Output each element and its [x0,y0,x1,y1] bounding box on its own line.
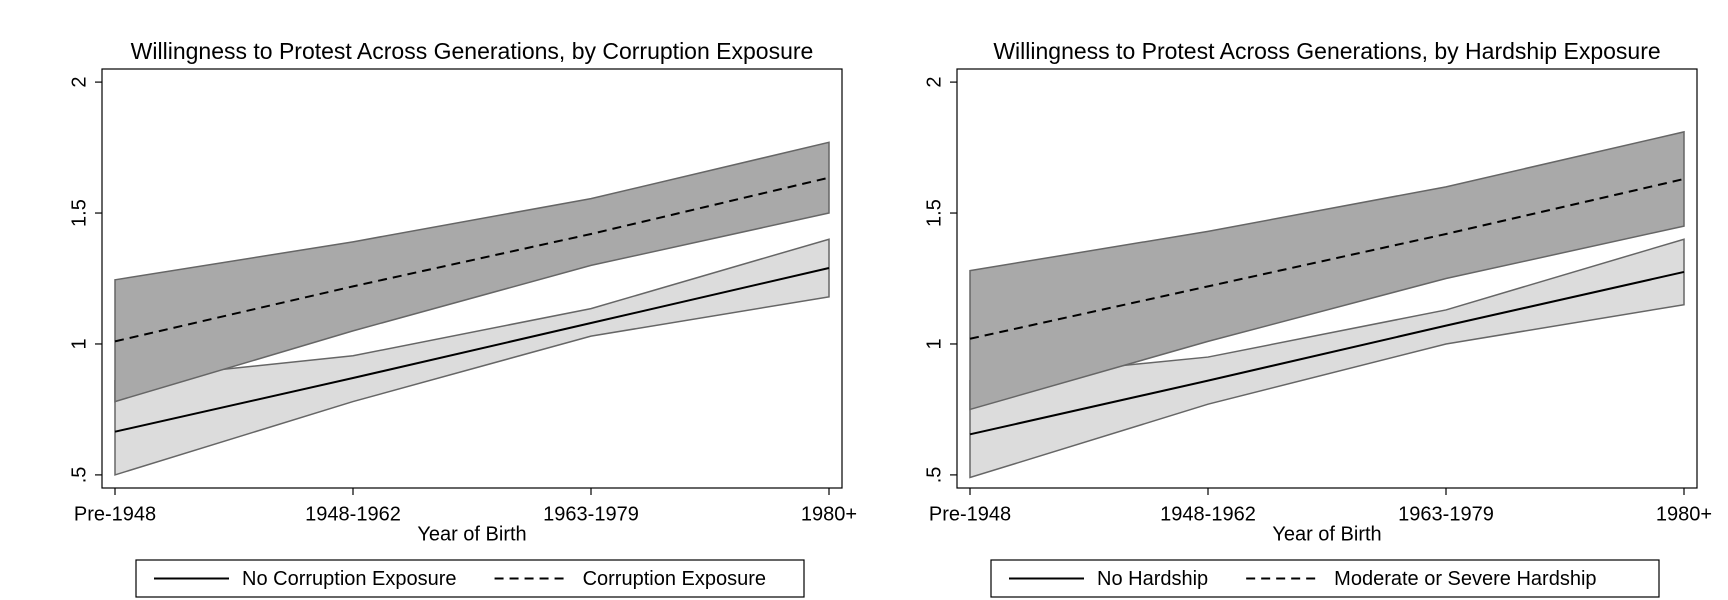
y-tick-label: .5 [68,467,90,484]
legend-label: No Hardship [1097,568,1208,590]
series-line [969,270,1685,436]
series-line [114,176,830,343]
plot-frame [956,68,1698,489]
chart-title: Willingness to Protest Across Generation… [993,38,1660,64]
x-tick-label: 1948-1962 [1160,503,1256,525]
x-tick-label: 1948-1962 [305,503,401,525]
ci-band [969,238,1685,479]
legend-label: Moderate or Severe Hardship [1334,568,1596,590]
x-tick-label: 1980+ [801,503,857,525]
x-tick-label: 1963-1979 [1398,503,1494,525]
plot-frame [101,68,843,489]
ci-band [969,130,1685,411]
x-tick-label: Pre-1948 [929,503,1011,525]
ci-band [114,141,830,403]
x-tick-label: Pre-1948 [74,503,156,525]
chart-title: Willingness to Protest Across Generation… [131,38,814,64]
y-tick-label: 1 [923,338,945,349]
y-tick-label: .5 [923,467,945,484]
y-tick-label: 1 [68,338,90,349]
ci-band [114,238,830,476]
y-tick-label: 1.5 [923,199,945,227]
legend-label: No Corruption Exposure [242,568,457,590]
y-tick-label: 2 [68,77,90,88]
legend-label: Corruption Exposure [583,568,766,590]
series-line [969,178,1685,340]
x-tick-label: 1963-1979 [543,503,639,525]
y-tick-label: 2 [923,77,945,88]
legend-box [135,559,805,598]
x-tick-label: 1980+ [1656,503,1712,525]
x-axis-label: Year of Birth [1272,523,1381,545]
y-tick-label: 1.5 [68,199,90,227]
x-axis-label: Year of Birth [417,523,526,545]
legend-box [990,559,1660,598]
series-line [114,267,830,433]
